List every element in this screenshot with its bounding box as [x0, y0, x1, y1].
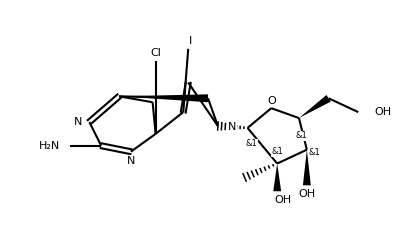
Text: &1: &1 [295, 131, 307, 140]
Text: I: I [188, 36, 192, 46]
Text: N: N [74, 117, 83, 127]
Text: N: N [127, 156, 135, 165]
Text: Cl: Cl [150, 48, 161, 58]
Polygon shape [273, 164, 281, 191]
Text: N: N [228, 122, 236, 132]
Text: &1: &1 [246, 139, 257, 148]
Polygon shape [299, 95, 331, 118]
Text: OH: OH [374, 107, 391, 117]
Polygon shape [119, 94, 208, 102]
Text: O: O [267, 96, 276, 106]
Polygon shape [303, 150, 311, 185]
Text: H₂N: H₂N [39, 141, 60, 151]
Text: &1: &1 [309, 148, 321, 157]
Text: OH: OH [275, 195, 292, 205]
Text: &1: &1 [271, 147, 283, 156]
Text: OH: OH [298, 189, 315, 199]
